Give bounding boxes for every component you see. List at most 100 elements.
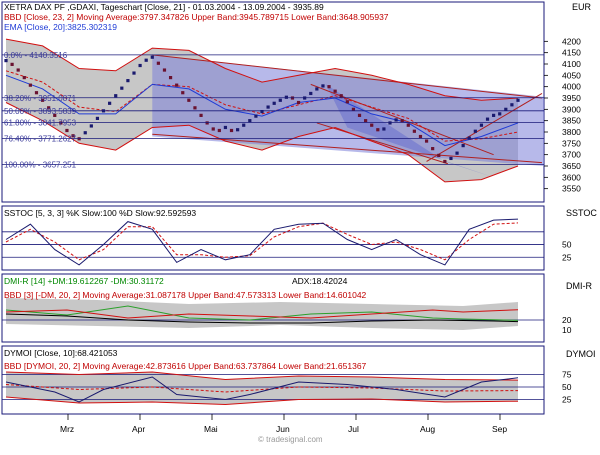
main-ytick-label: 3950	[562, 93, 581, 103]
main-ytick-label: 4100	[562, 59, 581, 69]
pf-box	[65, 128, 69, 133]
fib-label-1: 38.20% - 3951.0871	[4, 94, 77, 103]
pf-box	[211, 127, 215, 131]
pf-box	[382, 127, 386, 131]
pf-box	[89, 124, 93, 128]
down-channel-fill	[326, 84, 494, 178]
pf-box	[400, 119, 404, 123]
currency-label: EUR	[572, 2, 592, 12]
dymoi-lower-line	[5, 396, 519, 406]
pf-box	[376, 128, 380, 132]
pf-box	[455, 151, 459, 155]
pf-box	[162, 68, 167, 72]
dmi-ytick-label: 10	[562, 325, 572, 335]
main-bbd-title: BBD [Close, 23, 2] Moving Average:3797.3…	[4, 12, 389, 22]
pf-box	[364, 119, 368, 123]
pf-box	[345, 100, 349, 104]
pf-box	[516, 98, 520, 102]
pf-box	[120, 86, 124, 90]
dymoi-ytick-label: 50	[562, 382, 572, 392]
pf-box	[236, 128, 240, 132]
sstoc-ytick-label: 50	[562, 240, 572, 250]
pf-box	[40, 98, 45, 102]
pf-box	[34, 91, 39, 95]
sstoc-d-line	[5, 222, 519, 261]
main-ytick-label: 4200	[562, 36, 581, 46]
pf-box	[242, 123, 246, 127]
bbd-lower-line	[5, 102, 519, 183]
dymoi-ma-line	[5, 384, 519, 393]
dymoi-bbd-title: BBD [DYMOI, 20, 2] Moving Average:42.873…	[4, 361, 367, 371]
xtick-label: Mai	[204, 424, 218, 434]
pf-box	[437, 153, 441, 158]
fib-label-2: 50.00% - 3893.5839	[4, 107, 77, 116]
sstoc-k-line	[5, 218, 519, 266]
xtick-label: Jun	[276, 424, 290, 434]
pf-box	[504, 107, 508, 111]
pf-box	[22, 76, 26, 80]
main-ytick-label: 3550	[562, 184, 581, 194]
pf-box	[150, 55, 154, 59]
dymoi-layer	[2, 371, 544, 406]
pf-box	[144, 58, 148, 62]
main-ytick-label: 3700	[562, 150, 581, 160]
sstoc-layer	[2, 218, 544, 266]
pf-box	[114, 94, 118, 98]
point-figure-layer	[4, 55, 520, 164]
pf-box	[193, 106, 197, 110]
dmi-title: DMI-R [14] +DM:19.612267 -DM:30.31172	[4, 276, 164, 286]
watermark: © tradesignal.com	[258, 435, 323, 444]
pf-box	[467, 136, 471, 140]
pf-box	[449, 156, 453, 161]
pf-box	[315, 87, 319, 91]
pf-box	[424, 139, 429, 143]
pf-box	[327, 85, 331, 89]
main-ytick-label: 3800	[562, 127, 581, 137]
pf-box	[272, 101, 276, 105]
pf-box	[138, 63, 142, 68]
bbd-upper-line	[5, 38, 519, 101]
pf-box	[132, 71, 136, 75]
pf-box	[16, 68, 20, 72]
pf-box	[156, 61, 160, 65]
pf-box	[412, 129, 416, 133]
sstoc-panel-frame	[1, 205, 545, 271]
channel-lower-line	[152, 133, 543, 164]
dmi-layer	[2, 298, 544, 330]
fib-label-4: 76.40% - 3771.2627	[4, 135, 77, 144]
pf-box	[229, 128, 234, 133]
pf-box	[47, 106, 51, 110]
pf-box	[199, 113, 203, 117]
pf-box	[217, 128, 221, 133]
main-ema-title: EMA [Close, 20]:3825.302319	[4, 22, 117, 32]
pf-box	[126, 79, 130, 83]
pf-box	[321, 84, 325, 88]
xtick-label: Aug	[420, 424, 435, 434]
sstoc-ytick-label: 25	[562, 252, 572, 262]
pf-box	[510, 103, 514, 107]
main-ytick-label: 4000	[562, 82, 581, 92]
pf-box	[370, 123, 374, 127]
pf-box	[260, 110, 264, 114]
pf-box	[394, 118, 398, 122]
pf-box	[248, 119, 252, 123]
pf-box	[223, 125, 228, 130]
dymoi-band-fill	[6, 372, 518, 405]
pf-box	[10, 62, 14, 66]
pf-box	[357, 113, 362, 117]
main-ytick-label: 3900	[562, 104, 581, 114]
dymoi-ytick-label: 25	[562, 395, 572, 405]
dymoi-line	[5, 376, 519, 403]
pf-box	[108, 101, 112, 105]
pf-box	[473, 129, 477, 133]
pf-box	[418, 134, 423, 139]
pf-box	[443, 159, 447, 164]
main-ytick-label: 3750	[562, 138, 581, 148]
fib-label-0: 0.0% - 4140.3516	[4, 51, 68, 60]
pf-box	[388, 121, 392, 125]
pf-box	[71, 134, 75, 138]
xtick-label: Jul	[348, 424, 359, 434]
pf-box	[266, 105, 270, 109]
